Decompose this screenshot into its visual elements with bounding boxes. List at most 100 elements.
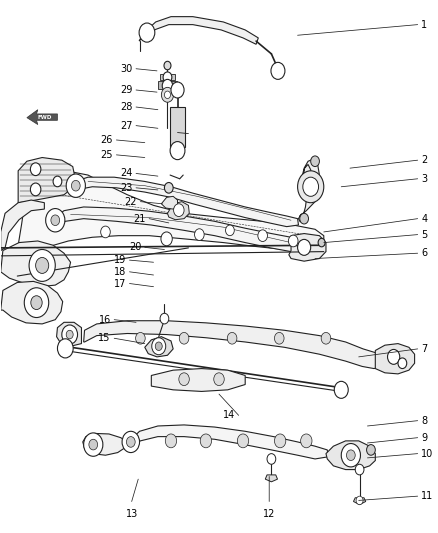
Polygon shape	[353, 498, 366, 505]
Polygon shape	[145, 17, 258, 44]
Circle shape	[398, 358, 407, 368]
Text: 21: 21	[133, 214, 146, 224]
Polygon shape	[265, 475, 278, 482]
Text: 4: 4	[421, 214, 427, 224]
Text: 23: 23	[120, 183, 133, 193]
Text: 7: 7	[421, 344, 427, 354]
Text: 1: 1	[421, 20, 427, 30]
Circle shape	[162, 79, 173, 92]
Circle shape	[271, 62, 285, 79]
Text: 8: 8	[421, 416, 427, 426]
Circle shape	[237, 434, 249, 448]
Text: 16: 16	[99, 314, 111, 325]
Circle shape	[66, 330, 73, 339]
Text: 30: 30	[120, 64, 133, 74]
Circle shape	[101, 226, 110, 238]
Circle shape	[164, 91, 170, 99]
Circle shape	[355, 464, 364, 475]
Text: 11: 11	[421, 491, 433, 501]
Polygon shape	[167, 201, 189, 220]
Polygon shape	[57, 322, 81, 346]
Polygon shape	[289, 233, 326, 261]
Circle shape	[170, 142, 185, 160]
Text: 5: 5	[421, 230, 427, 240]
Polygon shape	[1, 200, 44, 251]
Polygon shape	[84, 321, 384, 368]
Polygon shape	[161, 196, 177, 209]
Text: 29: 29	[120, 85, 133, 95]
Circle shape	[179, 373, 189, 385]
Circle shape	[160, 313, 169, 324]
Circle shape	[275, 434, 286, 448]
Polygon shape	[170, 107, 185, 147]
Text: 24: 24	[120, 168, 133, 179]
Circle shape	[163, 72, 172, 83]
Circle shape	[288, 235, 298, 247]
Circle shape	[311, 156, 319, 166]
Circle shape	[24, 288, 49, 318]
Circle shape	[161, 232, 172, 246]
Circle shape	[155, 342, 162, 351]
Circle shape	[173, 204, 184, 216]
Polygon shape	[18, 171, 324, 261]
Circle shape	[275, 333, 284, 344]
Polygon shape	[83, 433, 127, 455]
Circle shape	[367, 445, 375, 455]
Circle shape	[194, 229, 204, 240]
Circle shape	[214, 373, 224, 385]
Circle shape	[297, 239, 311, 255]
Circle shape	[71, 180, 80, 191]
Circle shape	[226, 225, 234, 236]
Circle shape	[31, 296, 42, 310]
Circle shape	[303, 177, 318, 196]
Polygon shape	[52, 207, 305, 252]
Circle shape	[46, 208, 65, 232]
Circle shape	[164, 182, 173, 193]
Polygon shape	[151, 368, 245, 391]
Circle shape	[84, 433, 103, 456]
Text: 17: 17	[113, 279, 126, 288]
Circle shape	[139, 23, 155, 42]
Text: 26: 26	[101, 135, 113, 145]
Polygon shape	[298, 159, 319, 222]
Circle shape	[30, 183, 41, 196]
Circle shape	[165, 434, 177, 448]
Circle shape	[346, 450, 355, 461]
Circle shape	[258, 230, 268, 241]
Text: 25: 25	[100, 150, 113, 160]
Circle shape	[334, 381, 348, 398]
Circle shape	[66, 174, 85, 197]
Circle shape	[53, 176, 62, 187]
Circle shape	[51, 215, 60, 225]
Polygon shape	[128, 425, 328, 459]
Circle shape	[62, 325, 78, 344]
Circle shape	[89, 439, 98, 450]
Circle shape	[35, 257, 49, 273]
Text: 14: 14	[223, 410, 235, 421]
Circle shape	[171, 82, 184, 98]
Text: FWD: FWD	[37, 115, 52, 119]
Polygon shape	[145, 337, 173, 357]
Polygon shape	[73, 177, 298, 227]
Text: 2: 2	[421, 155, 427, 165]
Circle shape	[356, 496, 363, 505]
Circle shape	[161, 87, 173, 102]
Circle shape	[388, 350, 400, 365]
Circle shape	[152, 338, 166, 355]
Circle shape	[30, 163, 41, 175]
Circle shape	[179, 333, 189, 344]
Circle shape	[267, 454, 276, 464]
Circle shape	[122, 431, 140, 453]
Circle shape	[227, 333, 237, 344]
Polygon shape	[18, 158, 75, 203]
Circle shape	[341, 443, 360, 467]
Polygon shape	[27, 110, 57, 125]
Text: 19: 19	[114, 255, 126, 265]
Text: 18: 18	[114, 267, 126, 277]
Circle shape	[57, 339, 73, 358]
Polygon shape	[1, 241, 71, 287]
Text: 22: 22	[124, 197, 137, 207]
Polygon shape	[375, 344, 415, 374]
Polygon shape	[158, 82, 177, 90]
Polygon shape	[1, 281, 63, 324]
